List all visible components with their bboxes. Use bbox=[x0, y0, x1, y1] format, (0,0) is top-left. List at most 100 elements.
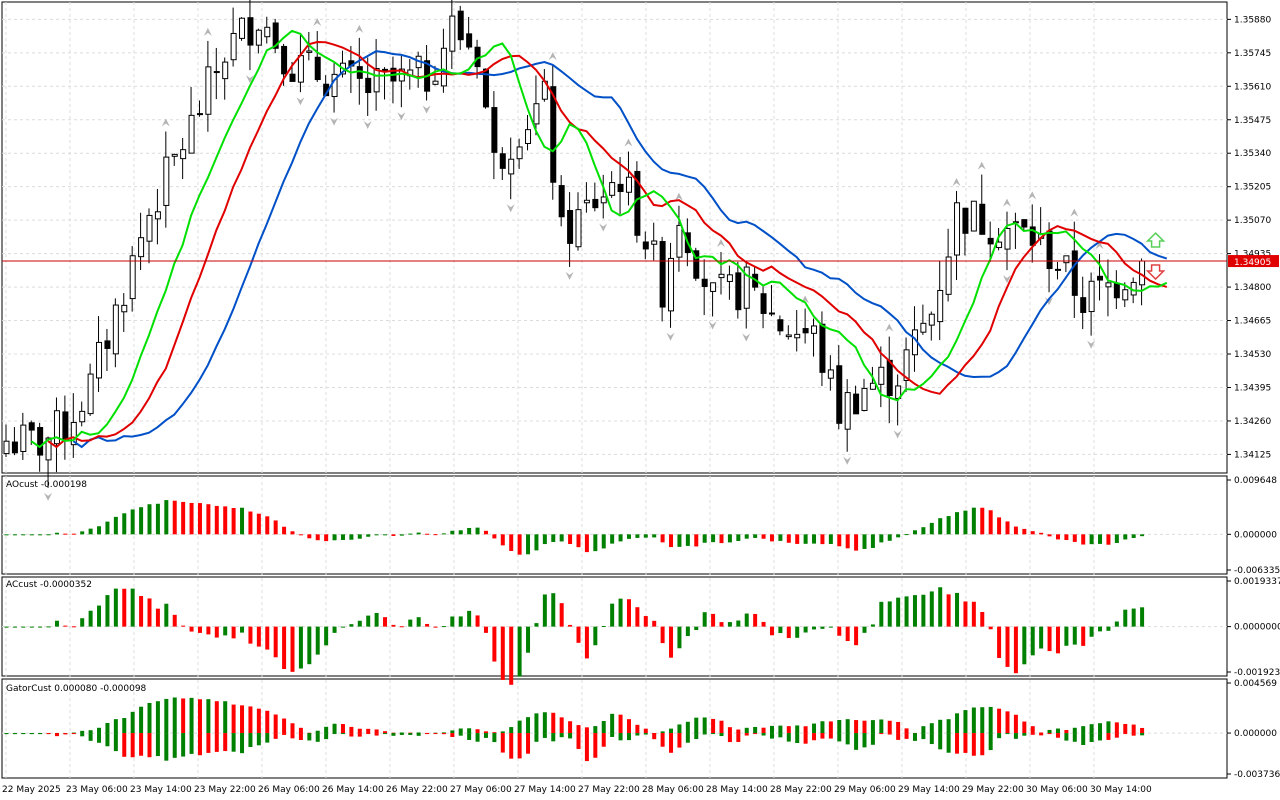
fractal-down-icon bbox=[843, 456, 852, 465]
candle-body bbox=[651, 240, 658, 245]
ac-histogram-bar bbox=[946, 594, 951, 627]
ac-histogram-bar bbox=[1106, 626, 1111, 631]
ac-histogram-bar bbox=[38, 626, 43, 628]
gator-histogram-bar bbox=[97, 733, 102, 743]
candle-body bbox=[70, 421, 77, 446]
fractal-down-icon bbox=[742, 333, 751, 342]
gator-histogram-bar bbox=[1039, 732, 1044, 734]
candle-body bbox=[777, 319, 784, 332]
ac-histogram-bar bbox=[870, 624, 875, 627]
gator-histogram-bar bbox=[803, 726, 808, 734]
gator-histogram-bar bbox=[349, 733, 354, 737]
gator-histogram-bar bbox=[113, 733, 118, 752]
gator-histogram-bar bbox=[1072, 727, 1077, 734]
ac-histogram-bar bbox=[1047, 626, 1052, 652]
ao-histogram-bar bbox=[214, 505, 219, 535]
gator-histogram-bar bbox=[273, 733, 278, 739]
ao-histogram-bar bbox=[643, 534, 648, 538]
gator-histogram-bar bbox=[786, 733, 791, 742]
ao-histogram-bar bbox=[736, 534, 741, 541]
candle-body bbox=[53, 410, 60, 445]
ao-histogram-bar bbox=[576, 534, 581, 548]
gator-histogram-bar bbox=[467, 728, 472, 734]
candle-body bbox=[903, 349, 910, 381]
time-axis-label: 26 May 06:00 bbox=[258, 785, 320, 795]
ao-histogram-bar bbox=[1081, 534, 1086, 545]
candle-body bbox=[819, 323, 826, 373]
fractal-down-icon bbox=[330, 117, 339, 126]
gator-histogram-bar bbox=[147, 733, 152, 758]
gator-histogram-bar bbox=[290, 723, 295, 734]
ac-histogram-bar bbox=[912, 595, 917, 627]
ao-histogram-bar bbox=[980, 507, 985, 535]
candle-body bbox=[625, 176, 632, 193]
gator-histogram-bar bbox=[54, 733, 59, 737]
gator-histogram-bar bbox=[677, 724, 682, 734]
gator-histogram-bar bbox=[753, 733, 758, 735]
ac-histogram-bar bbox=[778, 626, 783, 634]
price-axis-label: 1.34395 bbox=[1234, 383, 1271, 393]
candle-body bbox=[886, 359, 893, 397]
pane-frame-3 bbox=[1, 678, 1228, 779]
ac-histogram-bar bbox=[340, 626, 345, 628]
ao-histogram-bar bbox=[433, 534, 438, 536]
ac-histogram-bar bbox=[509, 626, 514, 685]
candle-body bbox=[970, 200, 977, 232]
gator-histogram-bar bbox=[1114, 733, 1119, 738]
ao-histogram-bar bbox=[912, 530, 917, 535]
fractal-down-icon bbox=[422, 105, 431, 114]
gator-histogram-bar bbox=[458, 733, 463, 736]
fractal-up-icon bbox=[674, 192, 683, 201]
gator-histogram-bar bbox=[1140, 733, 1145, 736]
gator-histogram-bar bbox=[618, 733, 623, 741]
gator-histogram-bar bbox=[795, 733, 800, 744]
ac-histogram-bar bbox=[408, 619, 413, 627]
ao-histogram-bar bbox=[795, 534, 800, 544]
ao-histogram-bar bbox=[38, 534, 43, 536]
gator-histogram-bar bbox=[366, 733, 371, 735]
ao-histogram-bar bbox=[46, 534, 51, 536]
ao-histogram-bar bbox=[231, 508, 236, 535]
gator-histogram-bar bbox=[38, 733, 43, 735]
ao-histogram-bar bbox=[584, 534, 589, 553]
ac-histogram-bar bbox=[80, 618, 85, 627]
ac-histogram-bar bbox=[391, 624, 396, 627]
ao-histogram-bar bbox=[282, 526, 287, 535]
ao-histogram-bar bbox=[963, 510, 968, 535]
candle-body bbox=[239, 17, 246, 39]
ao-histogram-bar bbox=[450, 530, 455, 535]
ac-histogram-bar bbox=[88, 610, 93, 627]
ac-histogram-bar bbox=[971, 601, 976, 627]
gator-histogram-bar bbox=[929, 733, 934, 745]
gator-histogram-bar bbox=[702, 717, 707, 734]
gator-histogram-bar bbox=[500, 733, 505, 753]
ac-histogram-bar bbox=[130, 588, 135, 627]
ao-histogram-bar bbox=[1098, 534, 1103, 544]
ao-histogram-bar bbox=[416, 532, 421, 535]
gator-histogram-bar bbox=[248, 706, 253, 734]
ac-histogram-bar bbox=[1013, 626, 1018, 674]
ac-histogram-bar bbox=[1039, 626, 1044, 649]
fractal-up-icon bbox=[161, 118, 170, 127]
ma-red-line bbox=[47, 40, 1168, 449]
ac-histogram-bar bbox=[4, 626, 9, 628]
gator-histogram-bar bbox=[1089, 724, 1094, 734]
gator-histogram-bar bbox=[214, 701, 219, 734]
ac-histogram-bar bbox=[769, 626, 774, 636]
ac-histogram-bar bbox=[113, 588, 118, 627]
gator-histogram-bar bbox=[214, 733, 219, 752]
gator-histogram-bar bbox=[223, 733, 228, 752]
gator-histogram-bar bbox=[1114, 722, 1119, 734]
ac-histogram-bar bbox=[1072, 626, 1077, 645]
ac-histogram-bar bbox=[399, 626, 404, 628]
candle-body bbox=[1021, 219, 1028, 228]
ao-histogram-bar bbox=[172, 500, 177, 535]
gator-histogram-bar bbox=[702, 733, 707, 735]
ac-histogram-bar bbox=[425, 623, 430, 627]
ao-histogram-bar bbox=[542, 534, 547, 545]
gator-histogram-bar bbox=[1064, 733, 1069, 741]
candle-body bbox=[583, 199, 590, 204]
gator-histogram-bar bbox=[635, 733, 640, 736]
candle-body bbox=[62, 411, 69, 441]
